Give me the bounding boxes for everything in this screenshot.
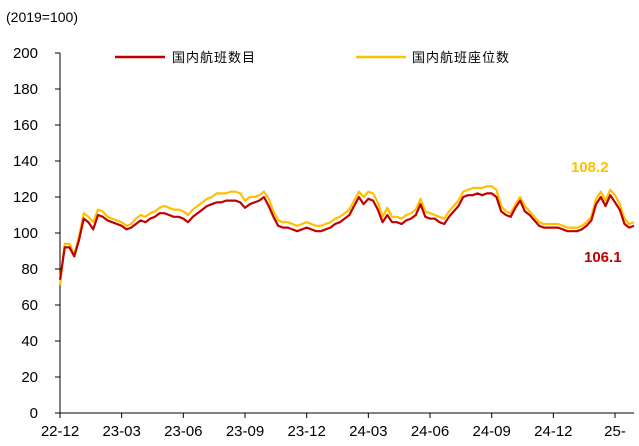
legend-label-flights: 国内航班数目 [172, 50, 256, 66]
y-tick-label: 140 [13, 153, 38, 170]
x-tick-label: 25- [604, 423, 626, 440]
y-axis: 0 20 40 60 80 100 120 140 160 180 200 [13, 45, 61, 422]
x-tick-label: 22-12 [41, 423, 79, 440]
series-layer [58, 185, 635, 286]
y-tick-label: 40 [21, 333, 38, 350]
end-label-seats: 108.2 [571, 159, 609, 176]
x-tick-label: 23-12 [287, 423, 325, 440]
x-tick-label: 24-12 [534, 423, 572, 440]
x-tick-label: 24-09 [472, 423, 510, 440]
series-line-flights [58, 192, 635, 280]
legend: 国内航班数目 国内航班座位数 [115, 50, 510, 66]
series-line-seats [58, 185, 635, 286]
y-unit-label: (2019=100) [6, 9, 78, 25]
y-tick-label: 100 [13, 225, 38, 242]
y-tick-label: 80 [21, 261, 38, 278]
x-tick-label: 24-03 [349, 423, 387, 440]
x-tick-label: 23-03 [102, 423, 140, 440]
y-tick-label: 160 [13, 117, 38, 134]
y-tick-label: 20 [21, 369, 38, 386]
y-tick-label: 0 [30, 405, 38, 422]
y-tick-label: 60 [21, 297, 38, 314]
x-tick-label: 23-09 [226, 423, 264, 440]
x-tick-label: 24-06 [411, 423, 449, 440]
y-tick-label: 180 [13, 81, 38, 98]
y-tick-label: 200 [13, 45, 38, 62]
x-tick-label: 23-06 [164, 423, 202, 440]
x-axis: 22-12 23-03 23-06 23-09 23-12 24-03 24-06 24-09… [41, 412, 634, 440]
y-tick-label: 120 [13, 189, 38, 206]
end-label-flights: 106.1 [584, 249, 622, 266]
legend-label-seats: 国内航班座位数 [412, 50, 510, 66]
